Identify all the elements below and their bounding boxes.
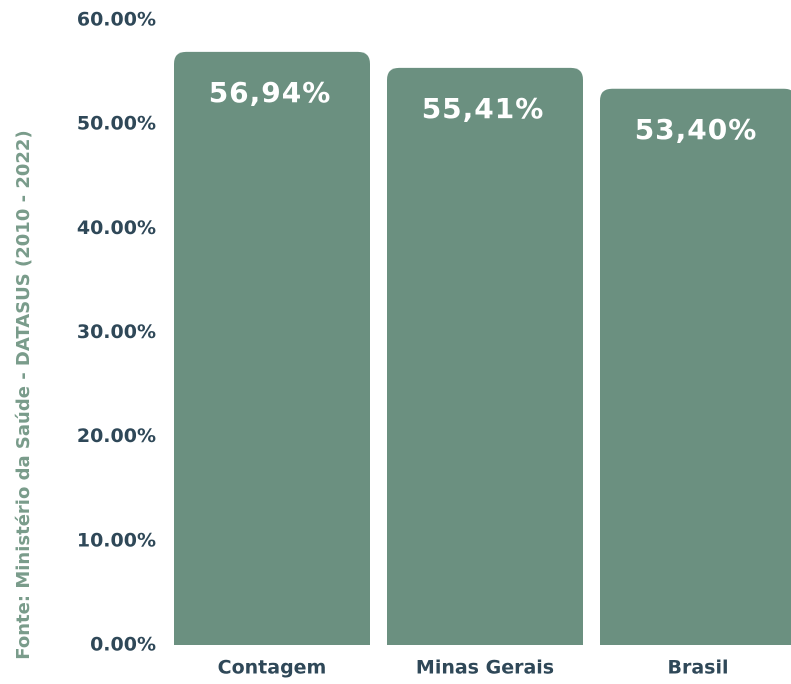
y-tick-label: 50.00%	[77, 113, 156, 135]
y-axis-title: Fonte: Ministério da Saúde - DATASUS (20…	[13, 130, 34, 659]
bar	[387, 67, 583, 645]
value-label: 53,40%	[635, 113, 758, 146]
y-tick-label: 40.00%	[77, 217, 156, 239]
y-tick-label: 10.00%	[77, 529, 156, 551]
value-label: 55,41%	[422, 92, 545, 125]
value-label: 56,94%	[209, 76, 332, 109]
x-tick-label: Brasil	[667, 657, 728, 679]
x-tick-label: Contagem	[218, 657, 327, 679]
y-tick-label: 0.00%	[90, 634, 156, 656]
bar	[600, 88, 791, 645]
y-tick-label: 30.00%	[77, 321, 156, 343]
y-tick-label: 60.00%	[77, 9, 156, 31]
y-tick-label: 20.00%	[77, 425, 156, 447]
bar	[174, 51, 370, 645]
x-tick-label: Minas Gerais	[416, 657, 554, 679]
